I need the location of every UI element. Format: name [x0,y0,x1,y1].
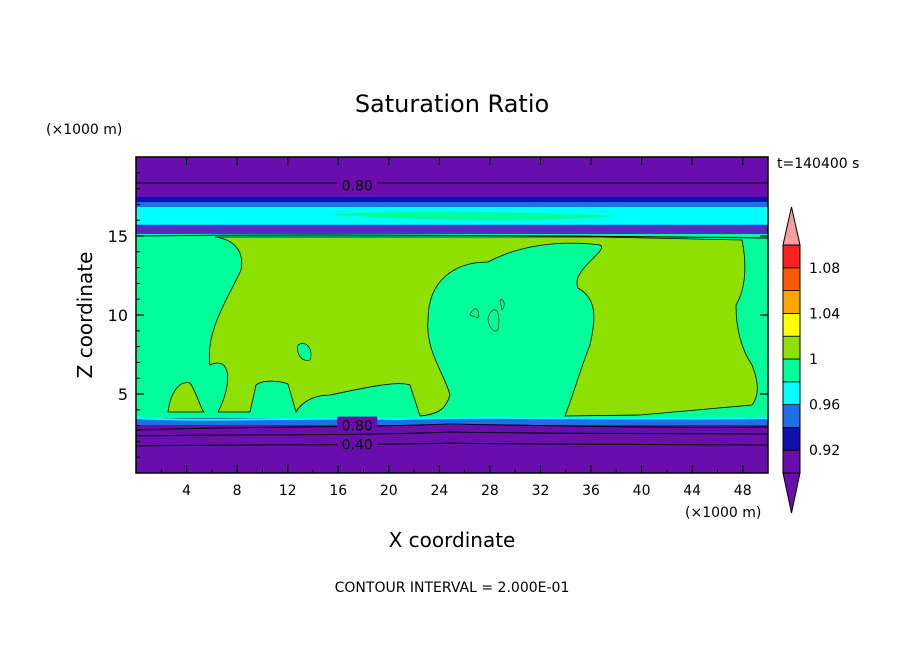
colorbar-tick-label: 1.04 [809,306,840,322]
colorbar-segment [782,290,801,314]
contour-label: 0.80 [342,419,373,435]
x-tick-label: 16 [329,483,347,499]
field-cloud-holes [469,299,505,332]
colorbar-frame [782,244,801,474]
colorbar-tick-label: 1 [809,352,818,368]
contour-field [136,157,768,473]
chart-title: Saturation Ratio [355,90,549,118]
contour-line-low-1 [136,423,768,431]
x-tick-label: 44 [683,483,701,499]
y-tick-label: 10 [108,306,128,325]
time-label: t=140400 s [777,156,859,172]
field-low-purple [136,425,768,473]
x-tick-label: 12 [279,483,297,499]
contour-label-bg [337,176,378,193]
field-band-blue [136,202,768,210]
colorbar-tick-label: 0.92 [809,443,840,459]
colorbar-segment [782,267,801,291]
x-tick-label: 36 [582,483,600,499]
x-tick-label: 28 [481,483,499,499]
x-tick-label: 48 [734,483,752,499]
colorbar-segment [782,312,801,337]
contour-label: 0.40 [342,438,373,454]
y-unit-label: (×1000 m) [46,122,122,138]
x-tick-label: 4 [182,483,191,499]
colorbar: 0.92 0.96 1 1.04 1.08 [782,206,840,514]
contour-interval-label: CONTOUR INTERVAL = 2.000E-01 [335,580,570,596]
field-cloud-small-left [167,382,205,413]
x-unit-label: (×1000 m) [685,505,761,521]
contour-label: 0.80 [342,178,373,194]
y-tick-label: 5 [118,385,128,404]
x-tick-label: 24 [430,483,448,499]
x-tick-label: 20 [380,483,398,499]
colorbar-segment [782,358,801,383]
colorbar-segment [782,426,801,451]
x-tick-label: 40 [633,483,651,499]
colorbar-segment [782,404,801,428]
contour-label-bg [337,435,378,452]
field-low-cyan-edge [136,416,768,421]
field-cloud-plumes [208,236,758,417]
y-axis-label: Z coordinate [73,252,97,379]
x-axis-ticks: 4 8 12 16 20 24 28 32 36 40 44 48 [160,157,752,499]
field-cloud-hole-left [297,343,312,361]
colorbar-segment [782,381,801,405]
colorbar-tick-label: 0.96 [809,398,840,414]
x-tick-label: 8 [233,483,242,499]
colorbar-tick-label: 1.08 [809,261,840,277]
colorbar-arrow-bottom [782,472,801,514]
x-axis-label: X coordinate [389,528,516,552]
colorbar-segment [782,244,801,269]
y-axis-ticks: 5 10 15 [108,172,768,458]
contour-line-layer-top [136,234,768,239]
colorbar-arrow-top [782,206,801,246]
field-low-blue [136,419,768,425]
contour-label-bg [337,416,378,433]
contour-line-low-3 [136,442,768,447]
contour-line-low-2 [136,431,768,437]
contour-labels: 0.80 0.80 0.40 [337,176,378,454]
field-cyan-streak [330,211,620,221]
colorbar-segment [782,335,801,360]
y-tick-label: 15 [108,227,128,246]
x-tick-label: 32 [532,483,550,499]
colorbar-segment [782,449,801,474]
